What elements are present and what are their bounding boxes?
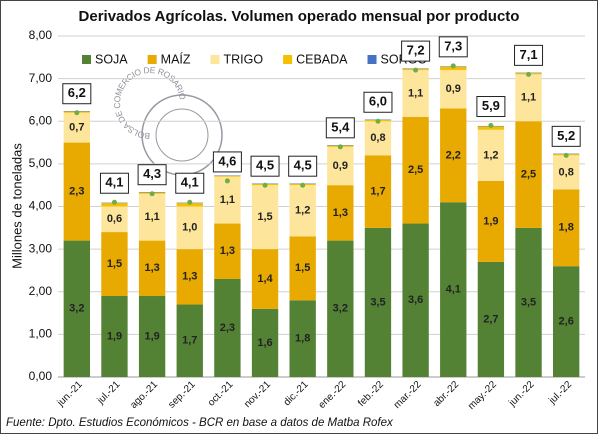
- legend-swatch: [82, 55, 91, 64]
- total-label: 6,0: [369, 94, 387, 109]
- value-label: 0,9: [333, 160, 348, 172]
- value-label: 1,3: [182, 271, 197, 283]
- value-label: 1,2: [295, 205, 310, 217]
- legend-swatch: [283, 55, 292, 64]
- value-label: 3,6: [408, 294, 423, 306]
- value-label: 4,1: [446, 284, 461, 296]
- value-label: 2,2: [446, 149, 461, 161]
- value-label: 1,8: [295, 333, 310, 345]
- value-label: 2,7: [483, 313, 498, 325]
- value-label: 1,3: [144, 262, 159, 274]
- value-label: 1,0: [182, 222, 197, 234]
- value-label: 0,6: [107, 213, 122, 225]
- total-marker: [375, 119, 380, 124]
- y-tick-label: 5,00: [29, 156, 53, 170]
- total-label: 5,4: [331, 119, 350, 134]
- legend-label: MAÍZ: [161, 51, 191, 66]
- value-label: 2,6: [559, 315, 574, 327]
- value-label: 0,7: [69, 122, 84, 134]
- value-label: 1,1: [220, 194, 235, 206]
- legend-swatch: [211, 55, 220, 64]
- value-label: 1,5: [295, 262, 310, 274]
- value-label: 2,5: [408, 164, 423, 176]
- value-label: 1,6: [257, 337, 272, 349]
- total-marker: [526, 72, 531, 77]
- value-label: 1,9: [107, 330, 122, 342]
- total-label: 4,6: [218, 153, 236, 168]
- y-tick-label: 1,00: [29, 327, 53, 341]
- chart-title: Derivados Agrícolas. Volumen operado men…: [79, 8, 520, 25]
- value-label: 3,5: [370, 296, 385, 308]
- logo-ring: [142, 95, 222, 175]
- total-marker: [338, 144, 343, 149]
- value-label: 1,1: [144, 211, 159, 223]
- y-axis-label: Millones de toneladas: [9, 143, 24, 269]
- value-label: 1,7: [370, 185, 385, 197]
- legend-label: CEBADA: [296, 52, 348, 66]
- total-label: 4,5: [294, 158, 312, 173]
- value-label: 1,7: [182, 335, 197, 347]
- value-label: 3,2: [69, 303, 84, 315]
- bar-segment: [214, 176, 240, 177]
- y-tick-label: 0,00: [29, 369, 53, 383]
- total-label: 7,3: [444, 38, 462, 53]
- total-marker: [263, 183, 268, 188]
- value-label: 1,3: [220, 245, 235, 257]
- total-marker: [488, 123, 493, 128]
- value-label: 1,1: [408, 87, 423, 99]
- value-label: 1,2: [483, 149, 498, 161]
- total-marker: [150, 191, 155, 196]
- value-label: 1,3: [333, 207, 348, 219]
- total-label: 4,5: [256, 158, 274, 173]
- legend-label: TRIGO: [224, 52, 264, 66]
- value-label: 0,9: [446, 83, 461, 95]
- total-label: 4,1: [105, 175, 123, 190]
- source: Fuente: Dpto. Estudios Económicos - BCR …: [6, 417, 394, 429]
- y-tick-label: 4,00: [29, 199, 53, 213]
- total-marker: [112, 200, 117, 205]
- total-label: 5,2: [557, 128, 575, 143]
- value-label: 1,9: [144, 330, 159, 342]
- y-tick-label: 7,00: [29, 71, 53, 85]
- legend-swatch: [368, 55, 377, 64]
- total-marker: [300, 183, 305, 188]
- value-label: 1,8: [559, 222, 574, 234]
- value-label: 0,8: [559, 166, 574, 178]
- value-label: 2,3: [220, 322, 235, 334]
- total-marker: [451, 63, 456, 68]
- value-label: 1,5: [107, 258, 122, 270]
- value-label: 3,5: [521, 296, 536, 308]
- total-label: 7,2: [407, 43, 425, 58]
- value-label: 1,9: [483, 215, 498, 227]
- total-marker: [187, 200, 192, 205]
- y-tick-label: 3,00: [29, 241, 53, 255]
- total-label: 7,1: [519, 47, 537, 62]
- value-label: 2,5: [521, 168, 536, 180]
- total-label: 4,3: [143, 166, 161, 181]
- y-tick-label: 2,00: [29, 284, 53, 298]
- total-label: 6,2: [68, 85, 86, 100]
- total-marker: [564, 153, 569, 158]
- total-marker: [225, 178, 230, 183]
- total-label: 5,9: [482, 98, 500, 113]
- value-label: 0,8: [370, 132, 385, 144]
- total-marker: [413, 68, 418, 73]
- legend-swatch: [148, 55, 157, 64]
- y-tick-label: 6,00: [29, 113, 53, 127]
- value-label: 1,5: [257, 211, 272, 223]
- total-marker: [74, 110, 79, 115]
- y-tick-label: 8,00: [29, 28, 53, 42]
- value-label: 2,3: [69, 185, 84, 197]
- value-label: 1,4: [257, 273, 273, 285]
- legend-label: SOJA: [95, 52, 128, 66]
- total-label: 4,1: [181, 175, 199, 190]
- value-label: 1,1: [521, 92, 536, 104]
- value-label: 3,2: [333, 303, 348, 315]
